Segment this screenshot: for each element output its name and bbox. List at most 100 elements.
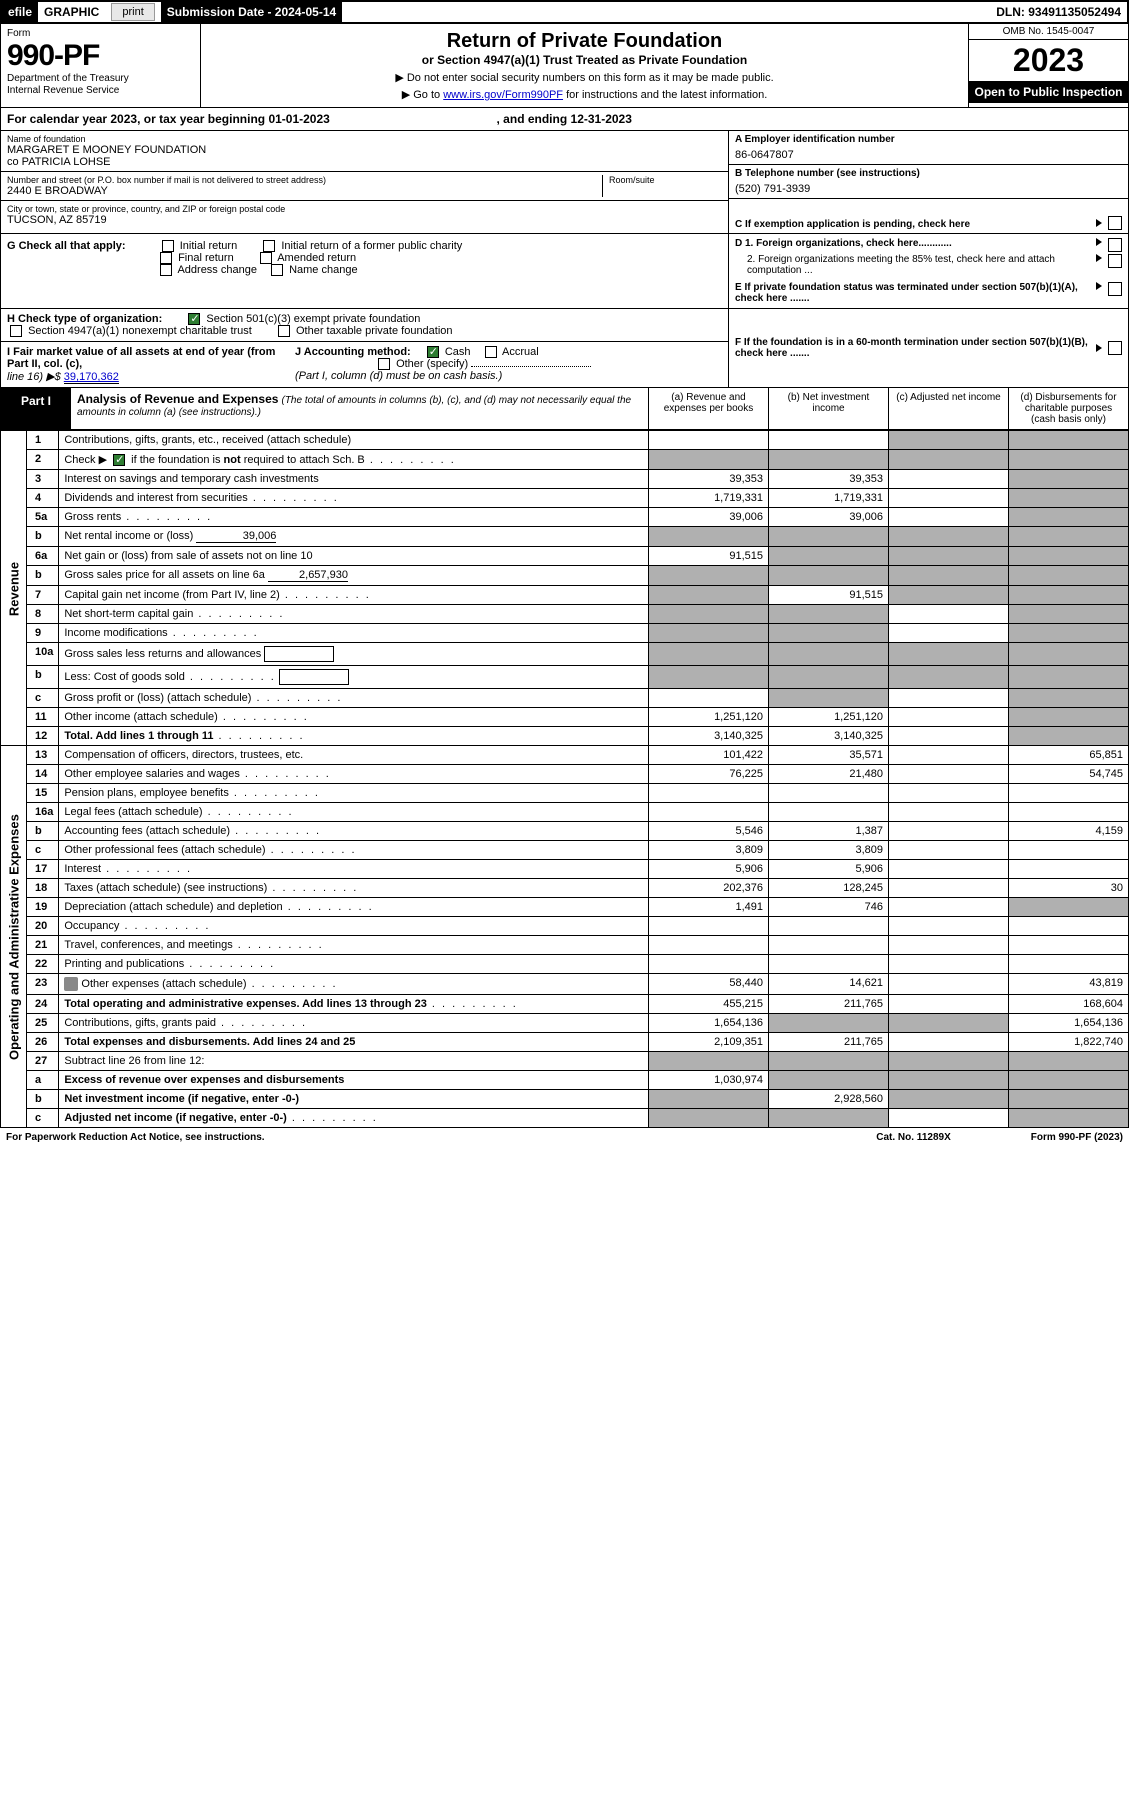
print-button[interactable]: print (111, 3, 154, 21)
line-description: Interest on savings and temporary cash i… (59, 470, 649, 489)
ein-label: A Employer identification number (735, 134, 1122, 145)
line-number: 6a (27, 547, 59, 566)
section-g: G Check all that apply: Initial return I… (1, 234, 728, 308)
amended-return-checkbox[interactable] (260, 252, 272, 264)
final-return-checkbox[interactable] (160, 252, 172, 264)
line-description: Adjusted net income (if negative, enter … (59, 1109, 649, 1128)
line-number: 26 (27, 1033, 59, 1052)
501c3-checkbox[interactable] (188, 313, 200, 325)
attachment-icon[interactable] (64, 977, 78, 991)
form-subtitle: or Section 4947(a)(1) Trust Treated as P… (207, 53, 962, 67)
amount-cell (889, 708, 1009, 727)
opt-initial: Initial return (180, 240, 237, 252)
form-number: 990-PF (7, 39, 194, 73)
amount-cell (889, 1052, 1009, 1071)
table-row: aExcess of revenue over expenses and dis… (1, 1071, 1129, 1090)
amount-cell (769, 605, 889, 624)
amount-cell (1009, 708, 1129, 727)
line-description: Other expenses (attach schedule) (59, 974, 649, 995)
amount-cell (1009, 1052, 1129, 1071)
other-taxable-checkbox[interactable] (278, 325, 290, 337)
initial-return-checkbox[interactable] (162, 240, 174, 252)
amount-cell: 76,225 (649, 765, 769, 784)
amount-cell (1009, 727, 1129, 746)
cash-checkbox[interactable] (427, 346, 439, 358)
cal-year-begin: For calendar year 2023, or tax year begi… (7, 112, 330, 126)
amount-cell (649, 917, 769, 936)
amount-cell: 58,440 (649, 974, 769, 995)
line-description: Total operating and administrative expen… (59, 995, 649, 1014)
amount-cell (769, 784, 889, 803)
amount-cell: 1,491 (649, 898, 769, 917)
line-description: Net short-term capital gain (59, 605, 649, 624)
efile-label: efile (2, 2, 38, 22)
sch-b-checkbox[interactable] (113, 454, 125, 466)
table-row: 8Net short-term capital gain (1, 605, 1129, 624)
irs-link[interactable]: www.irs.gov/Form990PF (443, 89, 563, 101)
table-row: 27Subtract line 26 from line 12: (1, 1052, 1129, 1071)
line-number: 24 (27, 995, 59, 1014)
amount-cell (889, 765, 1009, 784)
amount-cell: 3,809 (769, 841, 889, 860)
amount-cell: 1,251,120 (769, 708, 889, 727)
amount-cell (889, 803, 1009, 822)
amount-cell: 54,745 (1009, 765, 1129, 784)
other-method-checkbox[interactable] (378, 358, 390, 370)
line-number: 9 (27, 624, 59, 643)
amount-cell (889, 624, 1009, 643)
line-number: 8 (27, 605, 59, 624)
initial-former-checkbox[interactable] (263, 240, 275, 252)
e-checkbox[interactable] (1108, 282, 1122, 296)
cat-number: Cat. No. 11289X (876, 1132, 950, 1143)
j-note: (Part I, column (d) must be on cash basi… (295, 370, 502, 382)
amount-cell (769, 1071, 889, 1090)
amount-cell (889, 527, 1009, 547)
amount-cell: 3,809 (649, 841, 769, 860)
d1-checkbox[interactable] (1108, 238, 1122, 252)
amount-cell: 30 (1009, 879, 1129, 898)
amount-cell (649, 955, 769, 974)
d2-checkbox[interactable] (1108, 254, 1122, 268)
amount-cell (1009, 566, 1129, 586)
table-row: 20Occupancy (1, 917, 1129, 936)
line-number: 7 (27, 586, 59, 605)
table-row: 19Depreciation (attach schedule) and dep… (1, 898, 1129, 917)
amount-cell: 168,604 (1009, 995, 1129, 1014)
line-number: b (27, 822, 59, 841)
amount-cell: 3,140,325 (769, 727, 889, 746)
4947-checkbox[interactable] (10, 325, 22, 337)
address-change-checkbox[interactable] (160, 264, 172, 276)
fmv-value[interactable]: 39,170,362 (64, 371, 119, 384)
line-description: Check ▶ if the foundation is not require… (59, 450, 649, 470)
line-description: Contributions, gifts, grants paid (59, 1014, 649, 1033)
table-row: 10aGross sales less returns and allowanc… (1, 643, 1129, 666)
j-cash: Cash (445, 346, 471, 358)
amount-cell: 1,719,331 (769, 489, 889, 508)
table-row: 4Dividends and interest from securities1… (1, 489, 1129, 508)
table-row: 22Printing and publications (1, 955, 1129, 974)
amount-cell: 1,822,740 (1009, 1033, 1129, 1052)
amount-cell (1009, 470, 1129, 489)
instr-1: ▶ Do not enter social security numbers o… (207, 71, 962, 84)
name-change-checkbox[interactable] (271, 264, 283, 276)
line-description: Taxes (attach schedule) (see instruction… (59, 879, 649, 898)
amount-cell: 39,006 (649, 508, 769, 527)
i-label: I Fair market value of all assets at end… (7, 346, 275, 370)
c-checkbox[interactable] (1108, 216, 1122, 230)
form-990pf-year: Form 990-PF (2023) (1031, 1132, 1123, 1143)
amount-cell: 211,765 (769, 1033, 889, 1052)
amount-cell: 1,654,136 (1009, 1014, 1129, 1033)
section-h: H Check type of organization: Section 50… (1, 309, 728, 342)
amount-cell (769, 643, 889, 666)
amount-cell: 1,251,120 (649, 708, 769, 727)
amount-cell (769, 917, 889, 936)
table-row: 6aNet gain or (loss) from sale of assets… (1, 547, 1129, 566)
col-a-head: (a) Revenue and expenses per books (648, 388, 768, 429)
accrual-checkbox[interactable] (485, 346, 497, 358)
amount-cell (889, 586, 1009, 605)
amount-cell (889, 898, 1009, 917)
amount-cell (889, 547, 1009, 566)
amount-cell (889, 784, 1009, 803)
f-checkbox[interactable] (1108, 341, 1122, 355)
section-c-row: C If exemption application is pending, c… (729, 199, 1128, 233)
